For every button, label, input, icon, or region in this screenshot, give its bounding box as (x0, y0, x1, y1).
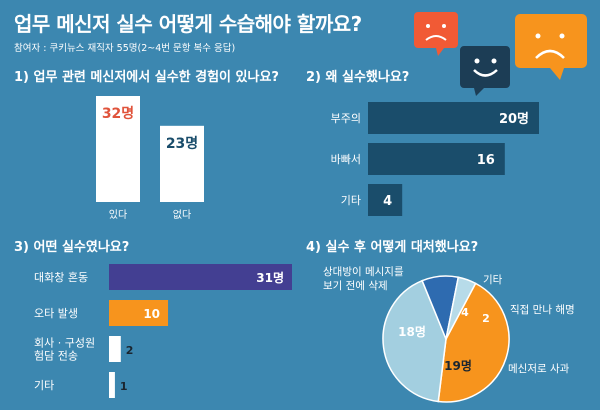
q3-value-label: 1 (120, 380, 128, 393)
q2-bar (368, 102, 539, 134)
q3-bar (109, 372, 115, 398)
q4-slice-label: 직접 만나 해명 (510, 303, 575, 316)
q2-category-label: 기타 (341, 194, 361, 207)
q4-slice-label: 메신저로 사과 (508, 363, 570, 375)
q2-title: 2) 왜 실수했나요? (306, 70, 410, 85)
q1-category-label: 없다 (173, 208, 191, 221)
q1-bar (96, 96, 140, 202)
q1-value-label: 32명 (102, 105, 134, 122)
q2-category-label: 부주의 (331, 112, 361, 125)
q3-category-label: 기타 (34, 379, 54, 392)
page-subtitle: 참여자 : 쿠키뉴스 재직자 55명(2~4번 문항 복수 응답) (14, 43, 236, 54)
q3-category-label: 대화창 혼동 (34, 271, 88, 284)
q4-title: 4) 실수 후 어떻게 대처했나요? (306, 240, 479, 255)
q4-pie-slice (382, 279, 447, 403)
page-title: 업무 메신저 실수 어떻게 수습해야 할까요? (14, 12, 362, 36)
q1-title: 1) 업무 관련 메신저에서 실수한 경험이 있나요? (14, 70, 279, 85)
q3-value-label: 2 (126, 344, 134, 357)
q2-value-label: 16 (477, 153, 495, 168)
sad-face-speech-bubble-icon (414, 12, 458, 56)
q4-value-label: 18명 (398, 325, 426, 339)
q2-bar (368, 143, 505, 175)
q4-value-label: 19명 (444, 359, 472, 373)
q2-category-label: 바빠서 (331, 153, 361, 166)
q4-slice-label: 상대방이 메시지를 보기 전에 삭제 (323, 266, 404, 292)
q3-value-label: 31명 (256, 271, 284, 285)
q3-bar (109, 300, 169, 326)
q3-bar (109, 264, 292, 290)
smiley-face-speech-bubble-icon (460, 46, 510, 96)
q4-chart: 19명 메신저로 사과 18명 상대방이 메시지를 보기 전에 삭제 4 기타 2 직접 만나 … (323, 266, 575, 403)
q3-category-label: 회사 · 구성원 험담 전송 (34, 337, 95, 363)
q3-bar (109, 336, 121, 362)
q4-pie-slice (445, 276, 477, 340)
q1-bar (160, 125, 204, 202)
q4-value-label: 2 (482, 312, 490, 325)
q3-category-label: 오타 발생 (34, 307, 78, 320)
q4-pie-slice (437, 282, 510, 403)
q4-value-label: 4 (461, 306, 469, 319)
q4-slice-label: 기타 (483, 274, 503, 286)
frown-face-speech-bubble-icon (515, 14, 587, 80)
q2-value-label: 20명 (499, 111, 529, 127)
q1-category-label: 있다 (109, 209, 127, 221)
q2-value-label: 4 (383, 194, 392, 209)
q3-value-label: 10 (143, 307, 160, 321)
q3-title: 3) 어떤 실수였나요? (14, 240, 130, 255)
q2-bar (368, 184, 403, 216)
q1-value-label: 23명 (166, 135, 198, 152)
